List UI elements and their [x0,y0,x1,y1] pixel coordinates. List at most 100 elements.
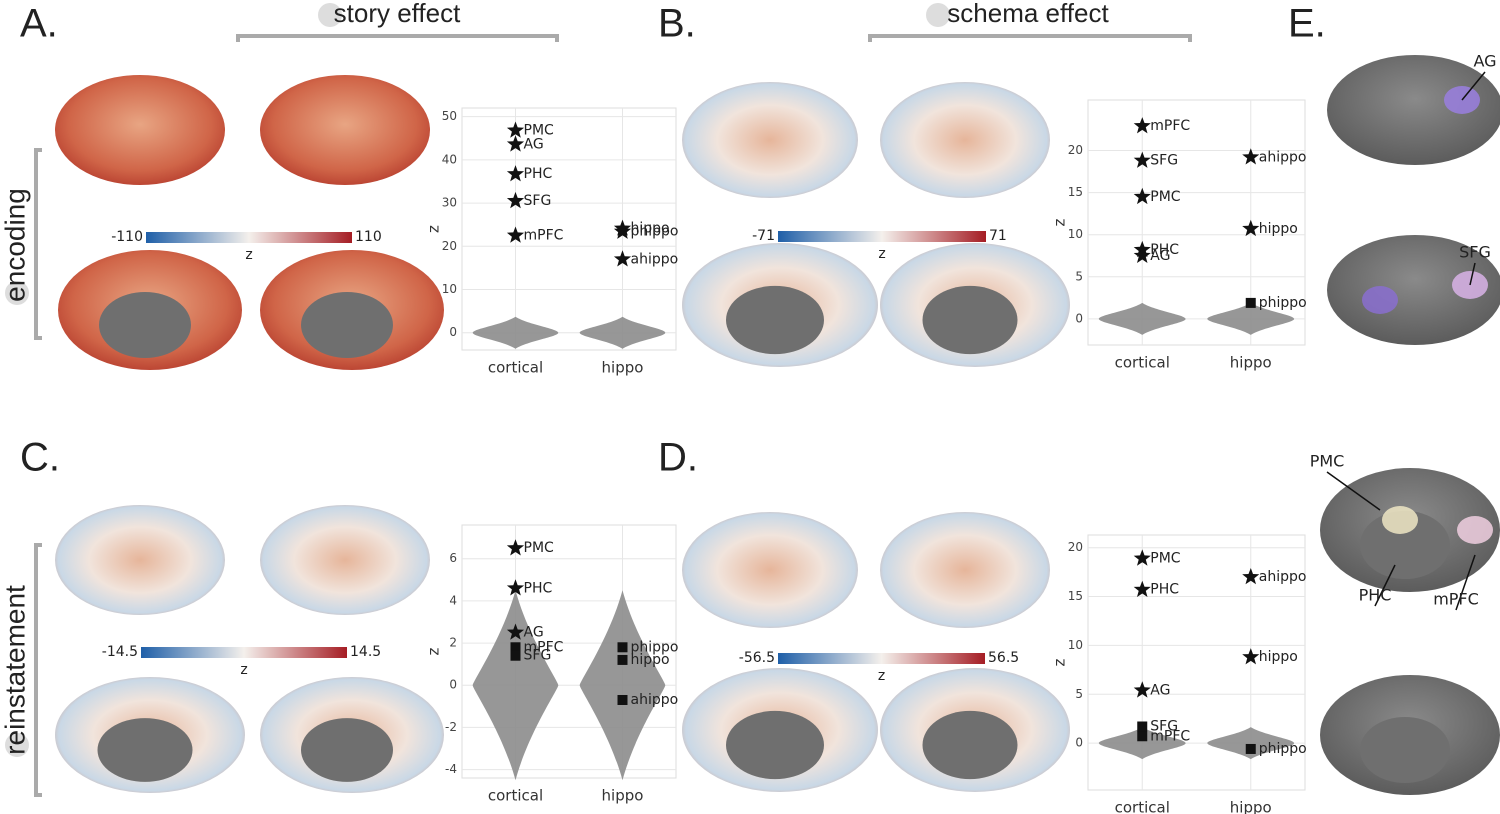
star-marker [1133,681,1151,698]
y-tick-label: 15 [1068,185,1083,199]
point-label: PHC [1150,582,1179,598]
brain [1327,55,1500,165]
y-tick-label: 0 [1075,311,1083,325]
y-tick-label: 15 [1068,589,1083,603]
point-label: hippo [631,652,670,668]
y-tick-label: 5 [1075,269,1083,283]
square-marker [1245,743,1256,754]
brain [682,82,858,198]
square-marker [510,642,521,653]
point-label: PMC [1150,550,1181,566]
point-label: PMC [524,540,555,556]
brain [55,505,225,615]
colorbar-label: z [240,662,247,678]
panel-label: D. [658,436,698,480]
point-label: phippo [631,224,679,240]
star-marker [1133,580,1151,597]
colorbar-label: z [245,247,252,263]
panel-label: C. [20,436,60,480]
colorbar-label: z [878,668,885,684]
y-tick-label: 0 [1075,736,1083,750]
y-tick-label: 4 [449,593,457,607]
star-marker [1242,568,1260,585]
point-label: PMC [524,122,555,138]
brain-medial-wall [922,285,1018,355]
point-label: SFG [1150,153,1178,169]
y-tick-label: 0 [449,325,457,339]
point-label: ahippo [1259,149,1307,165]
point-label: AG [524,136,544,152]
x-tick-label: cortical [1115,354,1170,372]
region-highlight [1382,506,1418,534]
y-tick-label: 30 [442,196,457,210]
y-tick-label: 50 [442,109,457,123]
colorbar-min: -14.5 [102,644,138,660]
star-marker [1133,151,1151,168]
x-tick-label: hippo [1230,354,1272,372]
colorbar-min: -110 [111,229,143,245]
colorbar-max: 14.5 [350,644,381,660]
brain [880,82,1050,198]
star-marker [506,623,525,640]
y-axis-label: z [1051,218,1069,226]
brain [1327,235,1500,345]
point-label: ahippo [631,692,679,708]
region-leader [1455,554,1476,611]
region-label: PMC [1310,452,1345,471]
point-label: phippo [1259,741,1307,757]
star-marker [506,135,525,152]
point-label: PHC [524,580,553,596]
region-label: mPFC [1433,590,1479,609]
colorbar [141,647,347,658]
region-leader [1374,564,1396,607]
point-label: ahippo [1259,569,1307,585]
square-marker [617,642,628,653]
bracket [236,34,559,42]
point-label: mPFC [1150,728,1190,744]
panel-label: B. [658,2,696,46]
point-label: hippo [1259,221,1298,237]
colorbar-max: 110 [355,229,382,245]
point-label: AG [1150,682,1170,698]
header-dot [926,3,950,27]
y-axis-label: z [425,225,443,233]
bracket [868,34,1192,42]
square-marker [1245,297,1256,308]
violin [1098,727,1186,760]
star-marker [1133,549,1151,566]
star-marker [506,226,525,243]
brain [880,512,1050,628]
point-label: AG [524,625,544,641]
plot-area [461,107,677,351]
point-label: hippo [1259,649,1298,665]
colorbar-min: -71 [752,228,775,244]
x-tick-label: hippo [602,359,644,377]
region-label: AG [1473,52,1496,71]
brain-medial-wall [1360,717,1450,783]
region-leader [1469,262,1476,286]
y-axis-label: z [425,647,443,655]
violin [1098,302,1186,335]
brain [260,75,430,185]
point-label: mPFC [524,639,564,655]
star-marker [1133,117,1151,134]
violin [579,590,666,781]
y-tick-label: 10 [442,282,457,296]
plot-area [1087,99,1306,346]
violin [1207,727,1295,760]
point-label: hippo [631,221,670,237]
panel-label: A. [20,2,58,46]
row-dot [5,733,29,757]
y-tick-label: 0 [449,678,457,692]
point-label: SFG [524,648,552,664]
colorbar [778,653,985,664]
brain [55,75,225,185]
star-marker [613,250,632,267]
header: story effect [334,0,461,28]
y-tick-label: -2 [445,720,457,734]
star-marker [506,165,525,182]
point-label: PHC [524,166,553,182]
y-tick-label: 10 [1068,638,1083,652]
bracket [34,543,42,797]
